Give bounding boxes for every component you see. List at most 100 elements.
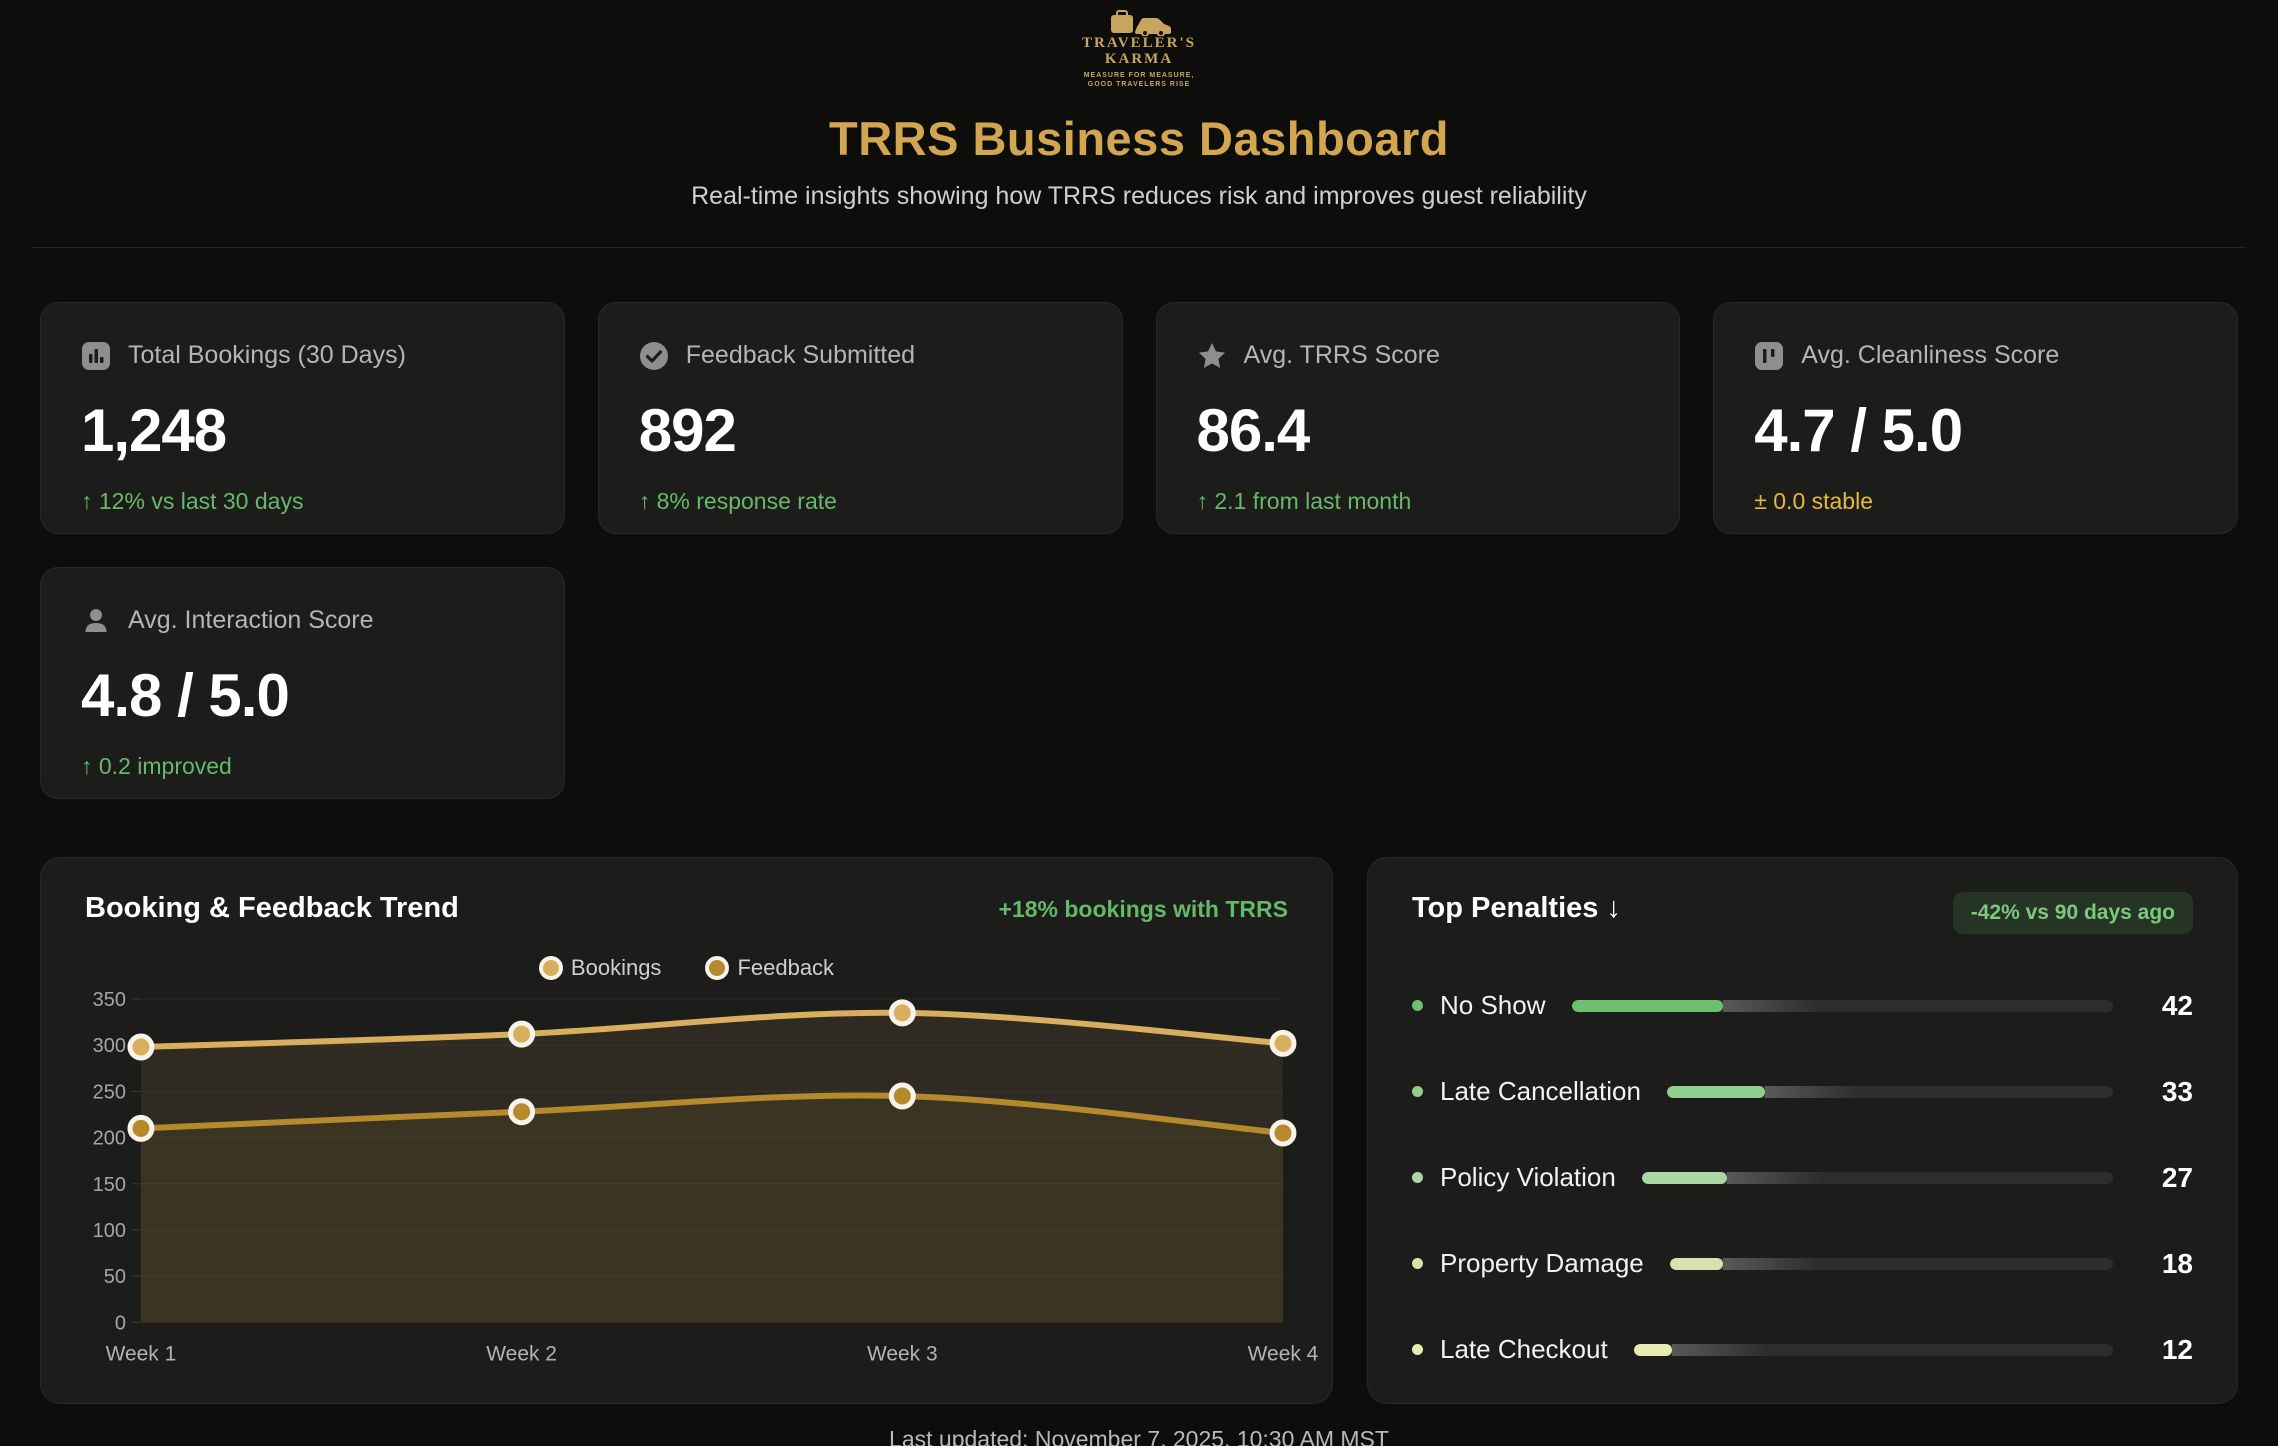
legend-label: Bookings bbox=[570, 954, 662, 980]
data-point-marker bbox=[888, 999, 916, 1027]
penalty-bar-fill bbox=[1641, 1171, 1822, 1184]
legend-swatch-bookings bbox=[538, 955, 563, 980]
bullet-dot-icon bbox=[1412, 1086, 1423, 1098]
y-axis-tick-label: 250 bbox=[93, 1081, 126, 1103]
stat-label: Avg. Interaction Score bbox=[128, 606, 374, 635]
penalty-value: 33 bbox=[2161, 1075, 2193, 1107]
chart-highlight: +18% bookings with TRRS bbox=[998, 895, 1288, 922]
star-icon bbox=[1197, 341, 1227, 371]
chart-legend: Bookings Feedback bbox=[85, 955, 1288, 981]
brand-name: TRAVELER'S KARMA bbox=[1082, 35, 1196, 67]
legend-item-feedback[interactable]: Feedback bbox=[705, 955, 834, 981]
legend-swatch-feedback bbox=[705, 955, 730, 980]
data-point-marker bbox=[1269, 1029, 1297, 1057]
data-point-marker bbox=[127, 1033, 155, 1061]
penalty-value: 42 bbox=[2161, 989, 2193, 1021]
stat-card-total-bookings: Total Bookings (30 Days) 1,248 ↑ 12% vs … bbox=[40, 301, 565, 534]
penalty-row: No Show 42 bbox=[1412, 990, 2193, 1022]
penalty-row: Property Damage 18 bbox=[1412, 1248, 2193, 1280]
series-area bbox=[140, 1012, 1283, 1323]
stat-label: Avg. TRRS Score bbox=[1243, 341, 1440, 370]
stat-delta: ↑ 12% vs last 30 days bbox=[81, 487, 304, 514]
stat-label: Total Bookings (30 Days) bbox=[128, 341, 406, 370]
line-chart: 0 50 100 150 200 250 300 350 Week 1 Week 2 Week 3 W… bbox=[93, 989, 1319, 1365]
x-axis-tick-label: Week 1 bbox=[106, 1342, 177, 1365]
data-point-marker bbox=[888, 1082, 916, 1110]
stat-value: 1,248 bbox=[81, 396, 227, 464]
y-axis-tick-label: 150 bbox=[93, 1173, 126, 1195]
data-point-marker bbox=[508, 1020, 536, 1048]
person-icon bbox=[81, 606, 111, 636]
penalty-value: 18 bbox=[2161, 1247, 2193, 1279]
penalty-bar bbox=[1633, 1343, 2113, 1356]
penalty-label: Property Damage bbox=[1440, 1248, 1644, 1279]
penalty-bar bbox=[1666, 1085, 2113, 1098]
penalties-trend-badge: -42% vs 90 days ago bbox=[1952, 891, 2193, 934]
columns-icon bbox=[1754, 341, 1784, 371]
stats-grid: Total Bookings (30 Days) 1,248 ↑ 12% vs … bbox=[40, 301, 2238, 799]
top-penalties-panel: Top Penalties ↓ -42% vs 90 days ago No S… bbox=[1367, 856, 2238, 1404]
penalty-label: No Show bbox=[1440, 990, 1546, 1021]
penalties-title: Top Penalties ↓ bbox=[1412, 891, 1621, 924]
stat-card-feedback-submitted: Feedback Submitted 892 ↑ 8% response rat… bbox=[597, 301, 1123, 534]
stat-delta: ↑ 0.2 improved bbox=[81, 752, 232, 779]
series-line bbox=[137, 1009, 1286, 1050]
stat-card-cleanliness-score: Avg. Cleanliness Score 4.7 / 5.0 ± 0.0 s… bbox=[1713, 301, 2238, 534]
stat-label: Avg. Cleanliness Score bbox=[1801, 341, 2060, 370]
last-updated-text: Last updated: November 7, 2025, 10:30 AM… bbox=[889, 1425, 1389, 1446]
stat-card-trrs-score: Avg. TRRS Score 86.4 ↑ 2.1 from last mon… bbox=[1155, 301, 1681, 534]
bullet-dot-icon bbox=[1412, 1172, 1423, 1184]
y-axis-tick-label: 100 bbox=[93, 1220, 126, 1242]
y-axis-tick-label: 300 bbox=[93, 1035, 126, 1057]
page-subtitle: Real-time insights showing how TRRS redu… bbox=[691, 181, 1587, 210]
penalty-bar bbox=[1641, 1171, 2113, 1184]
data-point-marker bbox=[1269, 1119, 1297, 1147]
stat-value: 86.4 bbox=[1196, 396, 1311, 464]
penalty-bar bbox=[1571, 999, 2113, 1012]
penalty-bar-fill bbox=[1666, 1085, 1861, 1098]
penalty-bar bbox=[1669, 1257, 2113, 1270]
legend-label: Feedback bbox=[737, 954, 835, 980]
chart-title: Booking & Feedback Trend bbox=[85, 891, 459, 924]
bullet-dot-icon bbox=[1412, 1344, 1423, 1356]
series-area bbox=[140, 1095, 1283, 1323]
stat-value: 4.8 / 5.0 bbox=[81, 661, 290, 729]
data-point-marker bbox=[127, 1114, 155, 1142]
legend-item-bookings[interactable]: Bookings bbox=[538, 954, 662, 981]
penalty-bar-fill bbox=[1633, 1343, 1769, 1356]
x-axis-tick-label: Week 3 bbox=[867, 1342, 938, 1365]
penalty-row: Late Cancellation 33 bbox=[1412, 1076, 2193, 1108]
header-divider bbox=[32, 246, 2246, 248]
panels-row: Booking & Feedback Trend +18% bookings w… bbox=[40, 856, 2238, 1404]
series-line bbox=[137, 1092, 1286, 1136]
penalty-label: Late Cancellation bbox=[1440, 1076, 1641, 1107]
booking-feedback-trend-panel: Booking & Feedback Trend +18% bookings w… bbox=[40, 856, 1333, 1404]
stat-value: 892 bbox=[638, 396, 737, 464]
stat-delta: ↑ 8% response rate bbox=[638, 487, 837, 514]
penalty-row: Late Checkout 12 bbox=[1412, 1334, 2193, 1366]
luggage-car-icon bbox=[1111, 10, 1171, 36]
penalty-row: Policy Violation 27 bbox=[1412, 1162, 2193, 1194]
bar-chart-icon bbox=[81, 341, 111, 371]
penalty-bar-fill bbox=[1571, 999, 1818, 1012]
y-axis-tick-label: 200 bbox=[93, 1127, 126, 1149]
bullet-dot-icon bbox=[1412, 1000, 1423, 1012]
stat-card-interaction-score: Avg. Interaction Score 4.8 / 5.0 ↑ 0.2 i… bbox=[40, 566, 565, 799]
stat-delta: ± 0.0 stable bbox=[1754, 487, 1874, 514]
stat-label: Feedback Submitted bbox=[685, 341, 916, 370]
y-axis-tick-label: 350 bbox=[93, 989, 126, 1011]
penalties-list: No Show 42 Late Cancellation 33 Policy V… bbox=[1412, 990, 2193, 1366]
penalty-value: 27 bbox=[2161, 1161, 2193, 1193]
penalty-bar-fill bbox=[1669, 1257, 1819, 1270]
penalty-label: Late Checkout bbox=[1440, 1334, 1608, 1365]
stat-delta: ↑ 2.1 from last month bbox=[1196, 487, 1412, 514]
y-axis-tick-label: 50 bbox=[104, 1266, 126, 1288]
brand-logo: TRAVELER'S KARMA MEASURE FOR MEASURE, GO… bbox=[40, 10, 2238, 89]
y-axis-tick-label: 0 bbox=[115, 1312, 126, 1334]
check-circle-icon bbox=[639, 341, 669, 371]
x-axis-tick-label: Week 2 bbox=[486, 1342, 557, 1365]
bullet-dot-icon bbox=[1412, 1258, 1423, 1270]
penalty-label: Policy Violation bbox=[1440, 1162, 1616, 1193]
page-title: TRRS Business Dashboard bbox=[828, 111, 1450, 165]
